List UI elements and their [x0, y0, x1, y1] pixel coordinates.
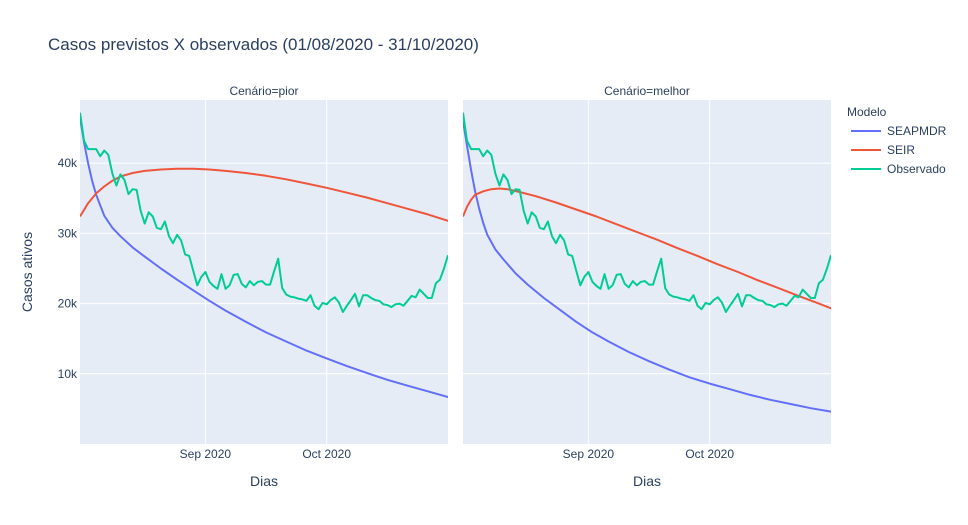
y-tick-label: 40k	[58, 156, 78, 170]
series-line-observado-pior	[80, 112, 448, 313]
panel-pior: Cenário=pior Sep 2020 Oct 2020 Dias	[80, 84, 448, 489]
plot-area-pior	[80, 100, 448, 444]
x-tick-labels-melhor: Sep 2020 Oct 2020	[563, 447, 735, 461]
legend: Modelo SEAPMDR SEIR Observado	[847, 105, 947, 176]
series-line-seir-melhor	[463, 187, 831, 310]
series-line-seapmdr-pior	[80, 117, 448, 399]
legend-item-seir[interactable]: SEIR	[851, 143, 915, 157]
series-line-observado-melhor	[463, 112, 831, 313]
series-lines-melhor	[463, 112, 831, 413]
panel-melhor: Cenário=melhor Sep 2020 Oct 2020 Dias	[463, 84, 831, 489]
legend-title: Modelo	[847, 105, 887, 119]
legend-item-seapmdr[interactable]: SEAPMDR	[851, 124, 947, 138]
legend-label: SEIR	[887, 143, 915, 157]
series-lines-pior	[80, 112, 448, 399]
chart-title: Casos previstos X observados (01/08/2020…	[48, 35, 479, 54]
y-tick-label: 10k	[58, 367, 78, 381]
x-axis-label-pior: Dias	[250, 473, 278, 489]
y-tick-label: 30k	[58, 226, 78, 240]
series-line-seapmdr-melhor	[463, 120, 831, 413]
legend-item-observado[interactable]: Observado	[851, 162, 946, 176]
plot-area-melhor	[463, 100, 831, 444]
y-tick-label: 20k	[58, 297, 78, 311]
x-tick-label-melhor: Sep 2020	[563, 447, 615, 461]
x-tick-label-melhor: Oct 2020	[685, 447, 734, 461]
legend-label: Observado	[887, 162, 946, 176]
legend-label: SEAPMDR	[887, 124, 947, 138]
x-axis-label-melhor: Dias	[633, 473, 661, 489]
y-axis-label: Casos ativos	[19, 232, 35, 312]
x-tick-label-pior: Oct 2020	[302, 447, 351, 461]
panel-label-pior: Cenário=pior	[229, 84, 298, 98]
panel-label-melhor: Cenário=melhor	[604, 84, 690, 98]
x-tick-labels-pior: Sep 2020 Oct 2020	[180, 447, 352, 461]
y-tick-labels: 10k 20k 30k 40k	[58, 156, 78, 381]
x-tick-label-pior: Sep 2020	[180, 447, 232, 461]
